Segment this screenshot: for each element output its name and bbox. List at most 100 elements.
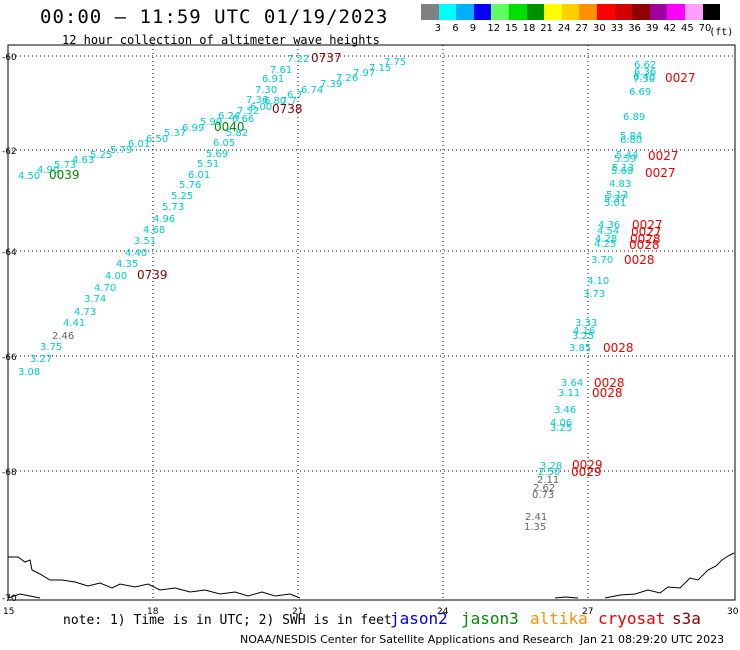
color-scale-label: 70	[698, 23, 712, 34]
pass-time-label: 0028	[630, 232, 661, 246]
color-scale-label: 15	[505, 23, 518, 34]
legend-cryosat: cryosat	[598, 609, 666, 628]
wave-height-label: 6.05	[213, 138, 235, 149]
wave-height-label: 6.80	[620, 135, 642, 146]
color-swatch	[667, 4, 685, 20]
wave-height-label: 6.01	[188, 170, 210, 181]
wave-height-label: 3.85	[569, 343, 591, 354]
wave-height-label: 4.68	[143, 225, 165, 236]
wave-height-label: 5.69	[206, 149, 228, 160]
color-scale-label: 12	[487, 23, 501, 34]
wave-height-label: 6.89	[623, 112, 645, 123]
wave-height-label: 7.30	[255, 85, 277, 96]
wave-height-label: 4.10	[587, 276, 609, 287]
wave-height-label: 5.37	[604, 194, 626, 205]
wave-height-label: 4.50	[18, 171, 40, 182]
wave-height-label: 3.11	[558, 388, 580, 399]
pass-time-label: 0738	[272, 102, 303, 116]
pass-time-label: 0737	[311, 51, 342, 65]
legend-jason2: jason2	[390, 609, 448, 628]
wave-height-label: 5.13	[612, 163, 634, 174]
lat-label: -68	[2, 468, 17, 478]
wave-height-label: 7.61	[270, 65, 292, 76]
wave-height-label: 4.16	[573, 326, 595, 337]
wave-height-label: 6.62	[634, 60, 656, 71]
wave-height-label: 4.73	[74, 307, 96, 318]
wave-height-label: 5.73	[54, 160, 76, 171]
lat-label: -60	[2, 53, 17, 63]
pass-time-label: 0029	[572, 458, 603, 472]
wave-height-label: 7.22	[287, 54, 309, 65]
footer-credit: NOAA/NESDIS Center for Satellite Applica…	[240, 633, 574, 646]
wave-height-label: 5.84	[620, 131, 642, 142]
lat-label: -64	[2, 248, 17, 258]
wave-height-label: 4.28	[595, 234, 617, 245]
legend-jason3: jason3	[461, 609, 519, 628]
color-swatch	[597, 4, 615, 20]
color-scale-label: 36	[628, 23, 641, 34]
wave-height-label: 5.01	[604, 198, 626, 209]
lat-label: -62	[2, 147, 17, 157]
color-swatch	[614, 4, 633, 20]
wave-height-label: 7.39	[320, 79, 342, 90]
wave-height-label: 4.54	[597, 226, 619, 237]
wave-height-label: 6.01	[128, 139, 150, 150]
wave-height-label: 5.82	[226, 128, 248, 139]
wave-height-label: 7.36	[246, 95, 268, 106]
wave-height-label: 4.90	[37, 165, 59, 176]
color-scale-label: 18	[522, 23, 536, 34]
wave-height-label: 4.36	[598, 220, 620, 231]
color-swatch	[509, 4, 527, 20]
wave-height-label: 5.68	[611, 166, 633, 177]
color-swatch	[526, 4, 545, 20]
map-frame	[7, 44, 736, 601]
footnote: note: 1) Time is in UTC; 2) SWH is in fe…	[63, 613, 392, 628]
footer-timestamp: Jan 21 08:29:20 UTC 2023	[580, 633, 725, 646]
pass-time-label: 0739	[137, 268, 168, 282]
wave-height-label: 5.44	[616, 150, 638, 161]
color-scale-label: 3	[434, 23, 441, 34]
legend-s3a: s3a	[672, 609, 701, 628]
wave-height-label: 2.50	[538, 467, 560, 478]
color-swatch	[544, 4, 562, 20]
pass-time-label: 0027	[665, 71, 696, 85]
wave-height-label: 3.33	[575, 318, 597, 329]
wave-height-label: 7.97	[353, 68, 375, 79]
wave-height-label: 3.51	[134, 236, 156, 247]
pass-time-label: 0027	[645, 166, 676, 180]
color-swatch	[438, 4, 457, 20]
wave-height-label: 3.25	[550, 423, 572, 434]
wave-height-label: 5.79	[110, 145, 132, 156]
wave-height-label: 6.80	[264, 96, 286, 107]
wave-height-label: 5.99	[200, 117, 222, 128]
pass-time-label: 0029	[571, 465, 602, 479]
wave-height-label: 3.27	[30, 354, 52, 365]
wave-height-label: 3.74	[84, 294, 106, 305]
color-swatch	[421, 4, 439, 20]
color-scale-label: 30	[593, 23, 606, 34]
color-scale-unit: (ft)	[709, 27, 734, 38]
pass-time-label: 0027	[648, 149, 679, 163]
wave-height-label: 7.15	[369, 63, 391, 74]
wave-height-label: 5.76	[179, 180, 201, 191]
pass-time-label: 0028	[592, 386, 623, 400]
wave-height-label: 4.35	[116, 259, 138, 270]
lon-label: 30	[727, 607, 739, 617]
wave-height-label: 6.7	[287, 90, 303, 101]
wave-height-label: 3.28	[540, 461, 562, 472]
wave-height-label: 4.25	[594, 239, 616, 250]
wave-height-label: 6.69	[629, 87, 651, 98]
wave-height-label: 2.62	[533, 483, 555, 494]
wave-height-label: 7.75	[384, 57, 406, 68]
color-scale-label: 42	[663, 23, 677, 34]
wave-height-label: 5.59	[614, 154, 636, 165]
wave-height-label: 6.91	[262, 74, 284, 85]
pass-time-label: 0028	[624, 253, 655, 267]
wave-height-label: 7.52	[237, 106, 259, 117]
wave-height-label: 3.64	[561, 378, 583, 389]
wave-height-label: 4.06	[550, 418, 572, 429]
legend-altika: altika	[530, 609, 588, 628]
lon-label: 15	[3, 607, 14, 617]
wave-height-label: 5.25	[90, 150, 112, 161]
